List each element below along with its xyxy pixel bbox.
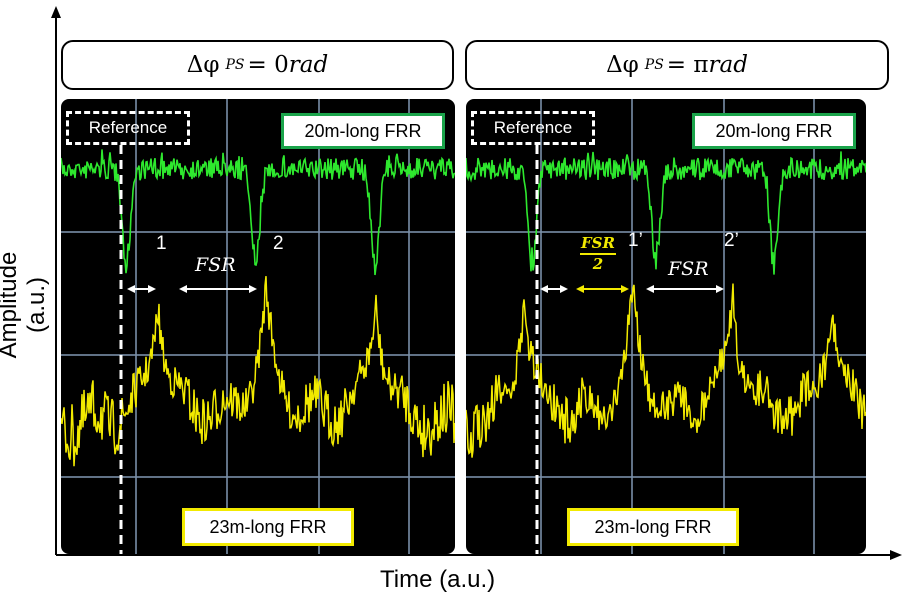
scope-panel-2: Reference 20m-long FRR 23m-long FRR 1’ 2…	[466, 99, 866, 554]
reference-box: Reference	[471, 111, 595, 145]
x-axis-label: Time (a.u.)	[380, 566, 496, 593]
y-axis-arrow	[51, 6, 61, 18]
title-value: = π	[666, 52, 709, 78]
peak-label-1: 1’	[628, 230, 643, 251]
yellow-trace	[61, 276, 455, 467]
arrow-head-right-1	[249, 285, 257, 293]
half-fsr-label: FSR 2	[578, 235, 618, 273]
green-trace-label: 20m-long FRR	[281, 113, 445, 149]
arrow-head-left-1	[179, 285, 187, 293]
half-fsr-denominator: 2	[592, 255, 604, 273]
fsr-label: FSR	[195, 254, 236, 276]
arrow-head-right-0	[148, 285, 156, 293]
title-delta-phi: Δφ	[186, 52, 220, 78]
title-unit: rad	[708, 52, 748, 78]
arrow-head-left-0	[540, 285, 548, 293]
title-value: = 0	[247, 52, 289, 78]
title-subscript: PS	[644, 57, 664, 73]
green-trace-label: 20m-long FRR	[692, 113, 856, 149]
title-subscript: PS	[225, 57, 245, 73]
x-axis-arrow	[890, 550, 902, 560]
arrow-head-left-0	[127, 285, 135, 293]
peak-label-1: 1	[156, 233, 167, 254]
yellow-trace	[466, 283, 866, 458]
green-trace	[61, 149, 455, 276]
peak-label-2: 2’	[724, 230, 739, 251]
green-trace	[466, 151, 866, 275]
half-fsr-numerator: FSR	[581, 234, 615, 252]
panel-1-title: Δφ PS = 0 rad	[61, 40, 454, 90]
scope-traces-2	[466, 99, 866, 554]
reference-box: Reference	[66, 111, 190, 145]
arrow-head-left-2	[646, 285, 654, 293]
yellow-trace-label: 23m-long FRR	[182, 508, 354, 546]
title-unit: rad	[288, 52, 329, 78]
scope-panel-1: Reference 20m-long FRR 23m-long FRR 1 2 …	[61, 99, 455, 554]
y-axis-label: Amplitude (a.u.)	[0, 251, 50, 359]
arrow-head-left-1	[576, 285, 584, 293]
fsr-label: FSR	[668, 258, 709, 280]
title-delta-phi: Δφ	[606, 52, 639, 78]
yellow-trace-label: 23m-long FRR	[567, 508, 739, 546]
arrow-head-right-2	[716, 285, 724, 293]
peak-label-2: 2	[273, 233, 284, 254]
panel-2-title: Δφ PS = π rad	[465, 40, 889, 90]
fraction-bar	[580, 253, 616, 255]
arrow-head-right-1	[621, 285, 629, 293]
scope-traces-1	[61, 99, 455, 554]
arrow-head-right-0	[560, 285, 568, 293]
